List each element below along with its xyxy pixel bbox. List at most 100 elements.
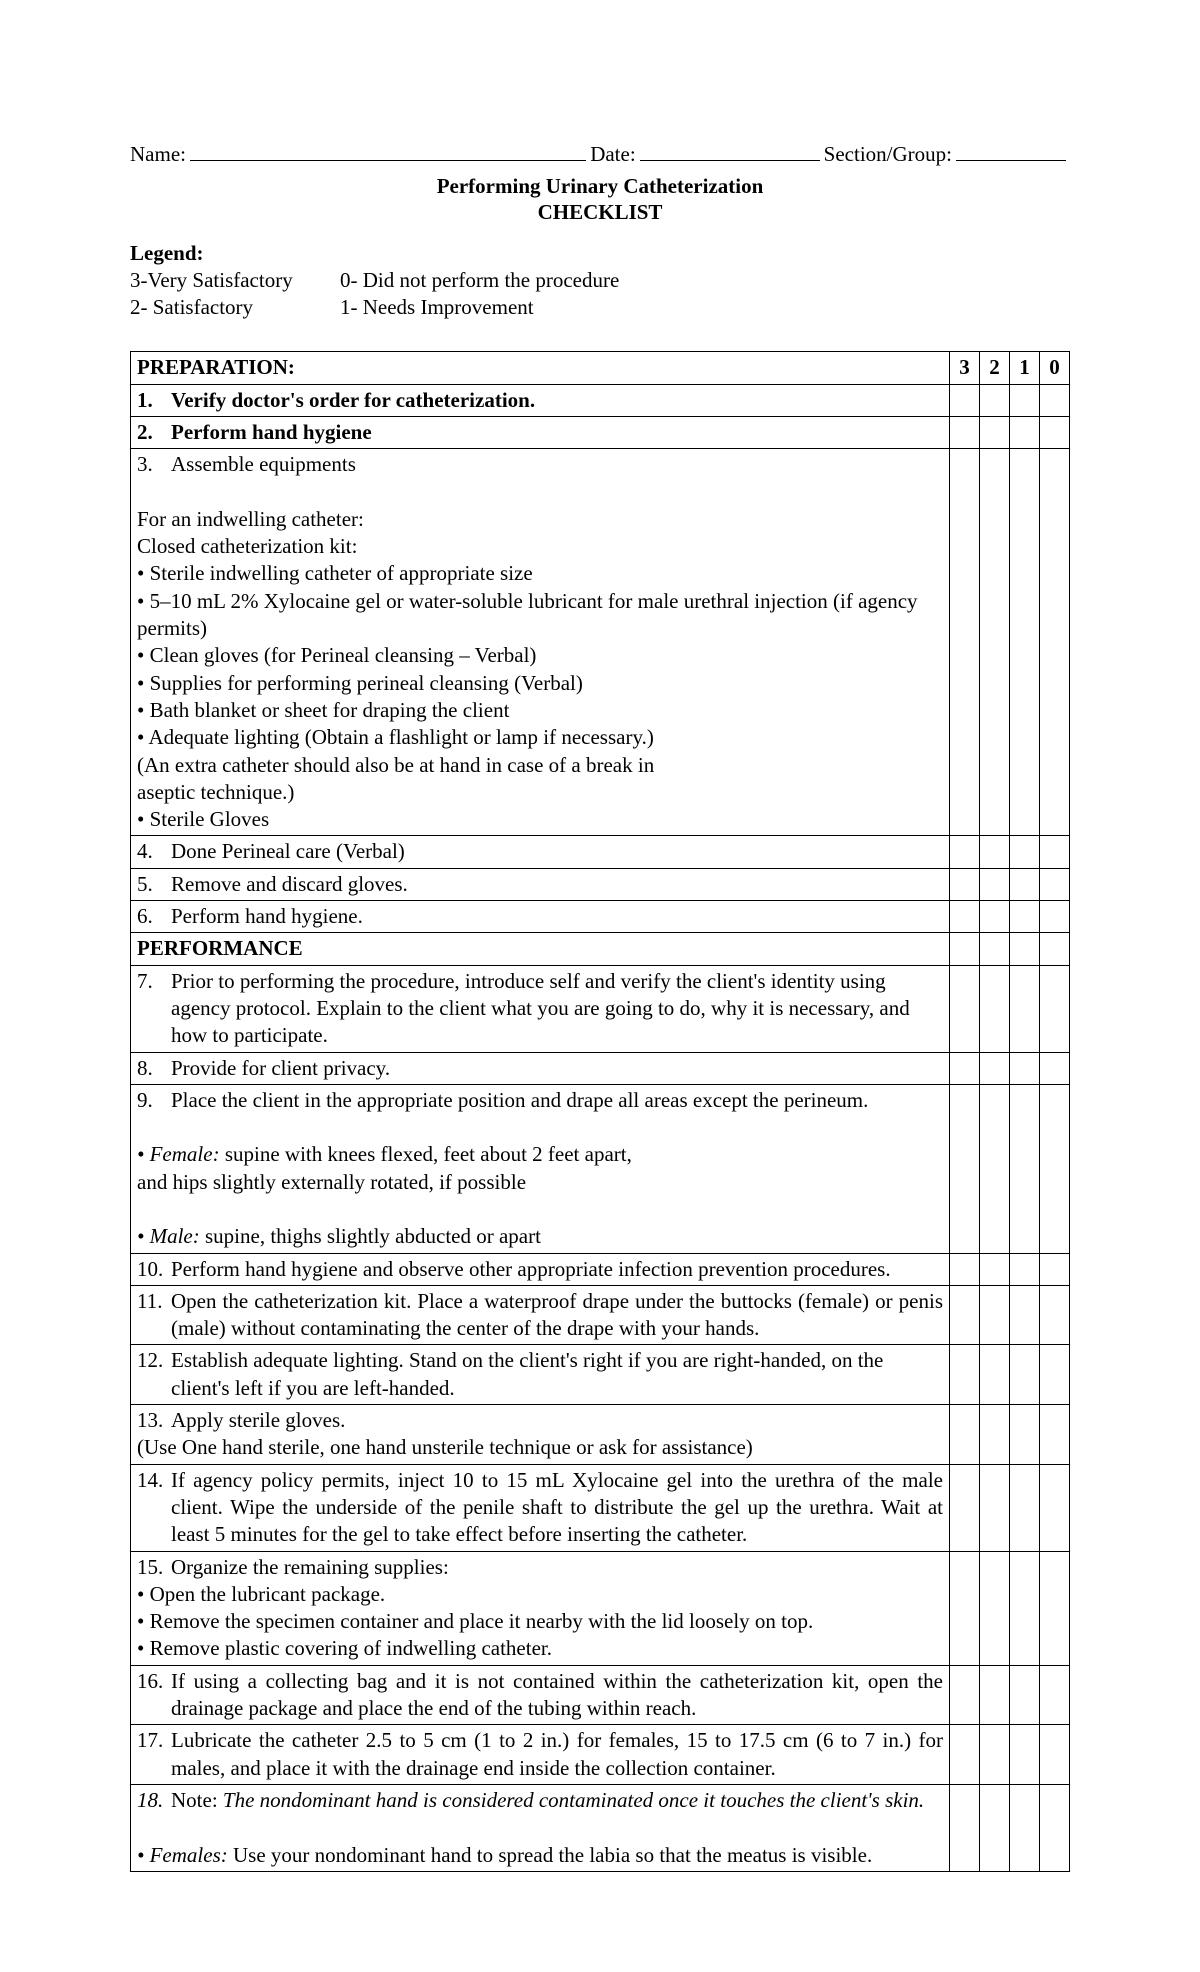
row-10-score-3[interactable] <box>950 1253 980 1285</box>
date-label: Date: <box>590 142 635 167</box>
row-8-score-0[interactable] <box>1040 1052 1070 1084</box>
row-12-score-2[interactable] <box>980 1345 1010 1405</box>
row-14-score-2[interactable] <box>980 1464 1010 1551</box>
row-9-score-0[interactable] <box>1040 1084 1070 1253</box>
date-input-line[interactable] <box>640 140 820 161</box>
row-12-score-1[interactable] <box>1010 1345 1040 1405</box>
row-11-num: 11. <box>137 1288 171 1343</box>
row-11-score-2[interactable] <box>980 1285 1010 1345</box>
row-8-score-3[interactable] <box>950 1052 980 1084</box>
row-10: 10.Perform hand hygiene and observe othe… <box>131 1253 1070 1285</box>
row-3-b4: • Supplies for performing perineal clean… <box>137 670 943 697</box>
row-16-score-2[interactable] <box>980 1665 1010 1725</box>
row-5-text: Remove and discard gloves. <box>171 871 943 898</box>
row-15-score-2[interactable] <box>980 1551 1010 1665</box>
row-18-score-0[interactable] <box>1040 1784 1070 1871</box>
row-15-score-0[interactable] <box>1040 1551 1070 1665</box>
row-7-score-3[interactable] <box>950 965 980 1052</box>
row-17-score-2[interactable] <box>980 1725 1010 1785</box>
row-12-score-0[interactable] <box>1040 1345 1070 1405</box>
row-6-score-2[interactable] <box>980 901 1010 933</box>
row-5: 5.Remove and discard gloves. <box>131 868 1070 900</box>
row-3-b7: (An extra catheter should also be at han… <box>137 752 943 779</box>
row-12-score-3[interactable] <box>950 1345 980 1405</box>
row-14-num: 14. <box>137 1467 171 1549</box>
row-7-score-0[interactable] <box>1040 965 1070 1052</box>
row-5-score-1[interactable] <box>1010 868 1040 900</box>
row-3-b9: • Sterile Gloves <box>137 806 943 833</box>
row-14-score-3[interactable] <box>950 1464 980 1551</box>
row-6-score-0[interactable] <box>1040 901 1070 933</box>
row-14-score-1[interactable] <box>1010 1464 1040 1551</box>
row-11-score-3[interactable] <box>950 1285 980 1345</box>
row-5-score-3[interactable] <box>950 868 980 900</box>
row-17-score-0[interactable] <box>1040 1725 1070 1785</box>
row-1-score-3[interactable] <box>950 384 980 416</box>
row-3-b3: • Clean gloves (for Perineal cleansing –… <box>137 642 943 669</box>
row-15-score-1[interactable] <box>1010 1551 1040 1665</box>
row-2-score-2[interactable] <box>980 416 1010 448</box>
row-16-score-1[interactable] <box>1010 1665 1040 1725</box>
name-label: Name: <box>130 142 186 167</box>
name-input-line[interactable] <box>190 140 586 161</box>
row-2-score-3[interactable] <box>950 416 980 448</box>
row-8-score-2[interactable] <box>980 1052 1010 1084</box>
legend-left-2: 2- Satisfactory <box>130 294 340 321</box>
row-1-score-2[interactable] <box>980 384 1010 416</box>
row-13-num: 13. <box>137 1407 171 1434</box>
row-11-score-0[interactable] <box>1040 1285 1070 1345</box>
row-9-score-2[interactable] <box>980 1084 1010 1253</box>
row-7-text: Prior to performing the procedure, intro… <box>171 968 943 1050</box>
row-5-score-0[interactable] <box>1040 868 1070 900</box>
row-11: 11.Open the catheterization kit. Place a… <box>131 1285 1070 1345</box>
row-9-female-text: supine with knees flexed, feet about 2 f… <box>220 1142 632 1166</box>
row-4-score-2[interactable] <box>980 836 1010 868</box>
title-line-2: CHECKLIST <box>538 200 663 224</box>
legend-heading: Legend: <box>130 240 1070 267</box>
row-17-score-3[interactable] <box>950 1725 980 1785</box>
row-1-score-1[interactable] <box>1010 384 1040 416</box>
row-10-score-0[interactable] <box>1040 1253 1070 1285</box>
row-14-score-0[interactable] <box>1040 1464 1070 1551</box>
row-18-score-2[interactable] <box>980 1784 1010 1871</box>
section-preparation: PREPARATION: <box>131 352 950 384</box>
row-6-score-1[interactable] <box>1010 901 1040 933</box>
row-2-score-0[interactable] <box>1040 416 1070 448</box>
row-9-score-1[interactable] <box>1010 1084 1040 1253</box>
row-16-score-3[interactable] <box>950 1665 980 1725</box>
row-10-score-2[interactable] <box>980 1253 1010 1285</box>
row-10-score-1[interactable] <box>1010 1253 1040 1285</box>
row-6-score-3[interactable] <box>950 901 980 933</box>
row-9-score-3[interactable] <box>950 1084 980 1253</box>
row-8-score-1[interactable] <box>1010 1052 1040 1084</box>
row-3-score-2[interactable] <box>980 449 1010 836</box>
row-8-text: Provide for client privacy. <box>171 1055 943 1082</box>
row-4-score-3[interactable] <box>950 836 980 868</box>
row-13-score-0[interactable] <box>1040 1405 1070 1465</box>
row-4-score-1[interactable] <box>1010 836 1040 868</box>
row-3-score-0[interactable] <box>1040 449 1070 836</box>
row-5-score-2[interactable] <box>980 868 1010 900</box>
row-13-score-3[interactable] <box>950 1405 980 1465</box>
row-13-score-2[interactable] <box>980 1405 1010 1465</box>
row-3-score-3[interactable] <box>950 449 980 836</box>
row-11-score-1[interactable] <box>1010 1285 1040 1345</box>
row-7-score-1[interactable] <box>1010 965 1040 1052</box>
row-13-score-1[interactable] <box>1010 1405 1040 1465</box>
row-18-score-3[interactable] <box>950 1784 980 1871</box>
row-9-text: Place the client in the appropriate posi… <box>171 1087 943 1114</box>
row-4-text: Done Perineal care (Verbal) <box>171 838 943 865</box>
row-15-score-3[interactable] <box>950 1551 980 1665</box>
row-18-num: 18. <box>137 1787 171 1814</box>
row-4-score-0[interactable] <box>1040 836 1070 868</box>
row-7-score-2[interactable] <box>980 965 1010 1052</box>
row-16-score-0[interactable] <box>1040 1665 1070 1725</box>
row-3-score-1[interactable] <box>1010 449 1040 836</box>
row-2-score-1[interactable] <box>1010 416 1040 448</box>
score-header-2: 2 <box>980 352 1010 384</box>
row-18-score-1[interactable] <box>1010 1784 1040 1871</box>
row-1-score-0[interactable] <box>1040 384 1070 416</box>
row-17-score-1[interactable] <box>1010 1725 1040 1785</box>
row-9-male-text: supine, thighs slightly abducted or apar… <box>200 1224 541 1248</box>
section-input-line[interactable] <box>956 140 1066 161</box>
